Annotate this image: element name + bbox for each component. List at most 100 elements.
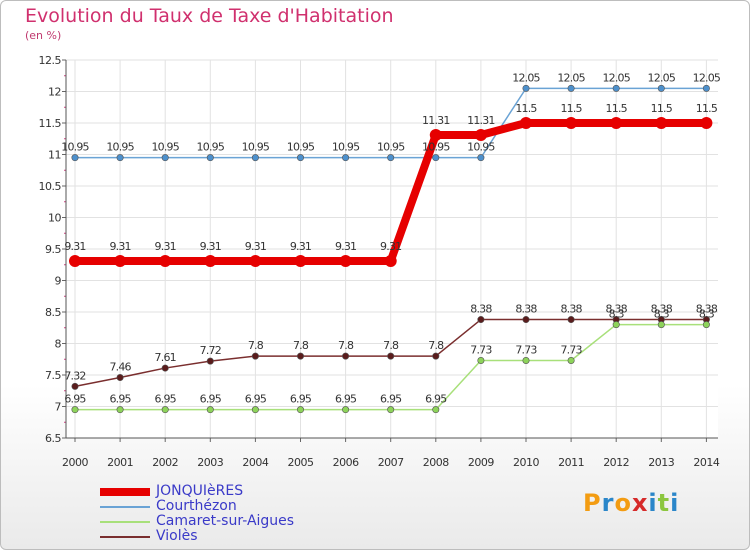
data-label: 10.95 — [61, 141, 89, 154]
data-label: 6.95 — [380, 393, 402, 406]
y-tick-label: 11.5 — [39, 117, 62, 130]
data-point — [657, 84, 665, 92]
data-point — [387, 154, 395, 162]
legend-item: Violès — [100, 529, 294, 544]
data-point — [71, 154, 79, 162]
data-label: 7.73 — [470, 344, 492, 357]
data-point — [700, 117, 713, 129]
data-label: 10.95 — [151, 141, 179, 154]
y-tick-label: 10 — [48, 212, 61, 225]
data-label: 12.05 — [648, 71, 676, 84]
data-point — [387, 406, 395, 414]
data-label: 7.46 — [109, 361, 131, 374]
data-point — [565, 117, 578, 129]
data-point — [249, 254, 262, 267]
data-point — [294, 254, 307, 267]
data-label: 8.3 — [609, 308, 625, 321]
chart-title: Evolution du Taux de Taxe d'Habitation — [25, 5, 394, 27]
x-tick-label: 2000 — [62, 456, 88, 469]
data-point — [655, 117, 668, 129]
data-label: 8.38 — [470, 303, 492, 316]
data-point — [114, 254, 127, 267]
data-point — [206, 406, 214, 414]
data-label: 7.61 — [155, 351, 176, 364]
legend-item: Camaret-sur-Aigues — [100, 514, 294, 529]
data-label: 9.31 — [64, 240, 85, 253]
data-point — [161, 364, 169, 372]
data-label: 11.5 — [651, 102, 673, 115]
data-label: 7.8 — [293, 339, 309, 352]
data-point — [612, 84, 620, 92]
data-point — [657, 321, 665, 329]
data-label: 6.95 — [200, 393, 222, 406]
data-point — [161, 406, 169, 414]
data-label: 11.31 — [422, 114, 450, 127]
legend-item: Courthézon — [100, 499, 294, 514]
data-point — [116, 406, 124, 414]
data-label: 6.95 — [245, 393, 267, 406]
data-point — [432, 406, 440, 414]
y-tick-label: 12.5 — [39, 54, 62, 67]
legend-swatch — [100, 520, 150, 523]
data-label: 7.73 — [560, 344, 582, 357]
data-label: 11.5 — [515, 102, 537, 115]
data-label: 6.95 — [335, 393, 357, 406]
chart-unit: (en %) — [25, 29, 62, 42]
data-label: 10.95 — [242, 141, 270, 154]
y-tick-label: 10.5 — [39, 180, 62, 193]
data-label: 8.38 — [606, 303, 628, 316]
data-label: 11.5 — [560, 102, 582, 115]
y-tick-label: 6.5 — [45, 432, 61, 445]
data-label: 12.05 — [557, 71, 585, 84]
data-label: 7.73 — [515, 344, 537, 357]
data-point — [522, 357, 530, 365]
data-label: 10.95 — [377, 141, 405, 154]
logo-letter: o — [614, 489, 632, 517]
data-point — [296, 352, 304, 360]
data-label: 8.38 — [515, 303, 537, 316]
y-tick-label: 7.5 — [45, 369, 61, 382]
data-label: 9.31 — [200, 240, 221, 253]
data-point — [477, 357, 485, 365]
data-point — [339, 254, 352, 267]
data-point — [69, 254, 81, 267]
data-point — [432, 154, 440, 162]
data-point — [251, 406, 259, 414]
data-point — [429, 128, 442, 141]
x-tick-label: 2007 — [378, 456, 404, 469]
data-point — [206, 154, 214, 162]
data-label: 9.31 — [109, 240, 130, 253]
logo-letter: x — [631, 489, 649, 517]
legend-label: Camaret-sur-Aigues — [156, 513, 295, 529]
data-label: 9.31 — [155, 240, 176, 253]
legend: JONQUIèRES Courthézon Camaret-sur-Aigues Vi… — [100, 484, 294, 544]
data-label: 7.32 — [64, 369, 85, 382]
data-label: 11.31 — [467, 114, 495, 127]
x-tick-label: 2012 — [603, 456, 629, 469]
data-point — [342, 406, 350, 414]
data-point — [116, 374, 124, 382]
data-point — [702, 84, 710, 92]
legend-label: Violès — [156, 528, 198, 544]
x-tick-label: 2006 — [333, 456, 359, 469]
data-label: 6.95 — [109, 393, 131, 406]
data-point — [296, 154, 304, 162]
data-label: 8.38 — [560, 303, 582, 316]
legend-item: JONQUIèRES — [100, 484, 294, 499]
data-label: 11.5 — [696, 102, 718, 115]
legend-label: Courthézon — [156, 498, 237, 514]
logo-letter: i — [648, 489, 658, 517]
data-label: 10.95 — [287, 141, 315, 154]
legend-swatch — [100, 535, 150, 538]
x-tick-label: 2010 — [513, 456, 539, 469]
data-point — [522, 84, 530, 92]
data-point — [702, 321, 710, 329]
data-point — [567, 357, 575, 365]
x-tick-label: 2013 — [648, 456, 674, 469]
y-tick-label: 9.5 — [45, 243, 61, 256]
data-label: 10.95 — [467, 141, 495, 154]
y-tick-label: 8.5 — [45, 306, 61, 319]
data-label: 9.31 — [245, 240, 266, 253]
data-label: 7.8 — [383, 339, 399, 352]
data-label: 7.8 — [248, 339, 264, 352]
